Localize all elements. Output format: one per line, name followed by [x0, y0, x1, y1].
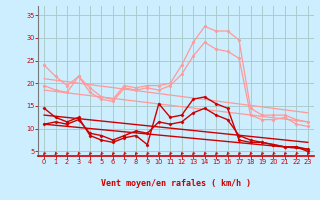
X-axis label: Vent moyen/en rafales ( km/h ): Vent moyen/en rafales ( km/h ) — [101, 179, 251, 188]
